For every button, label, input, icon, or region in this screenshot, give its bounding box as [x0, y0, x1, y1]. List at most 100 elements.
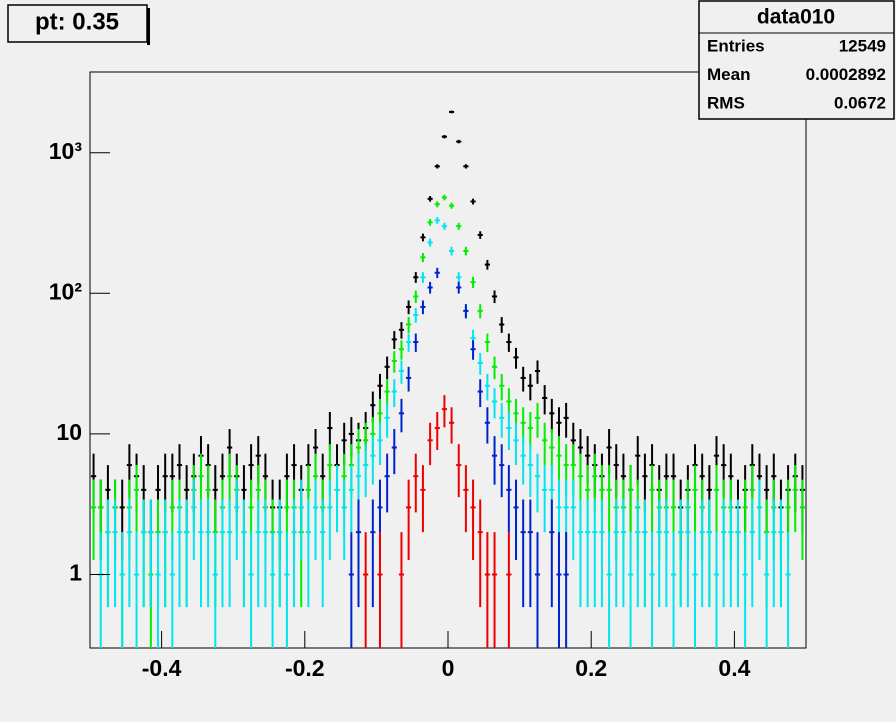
- error-bar: [749, 499, 755, 608]
- error-bar: [420, 272, 426, 283]
- error-bar: [506, 333, 512, 352]
- error-bar: [205, 499, 211, 608]
- error-bar: [721, 499, 727, 608]
- error-bar: [549, 499, 555, 608]
- error-bar: [520, 366, 526, 392]
- error-bar: [427, 218, 433, 226]
- x-tick-label: 0.2: [575, 655, 607, 681]
- error-bar: [398, 532, 405, 648]
- error-bar: [506, 532, 512, 648]
- error-bar: [542, 465, 548, 533]
- error-bar: [441, 194, 447, 201]
- error-bar: [363, 532, 369, 648]
- error-bar: [169, 532, 175, 648]
- error-bar: [506, 411, 512, 450]
- error-bar: [241, 499, 247, 608]
- error-bar: [499, 402, 505, 438]
- error-bar: [513, 347, 519, 369]
- error-bar: [491, 388, 498, 419]
- error-bar: [556, 532, 562, 648]
- error-bar: [470, 198, 476, 205]
- error-bar: [413, 333, 419, 352]
- error-bar: [735, 499, 741, 608]
- error-bar: [413, 308, 419, 323]
- error-bar: [491, 532, 498, 648]
- error-bar: [635, 499, 641, 608]
- error-bar: [534, 402, 541, 438]
- error-bar: [577, 499, 584, 608]
- error-bar: [441, 222, 447, 230]
- error-bar: [434, 217, 440, 224]
- error-bar: [785, 532, 791, 648]
- error-bar: [377, 422, 383, 466]
- error-bar: [377, 373, 383, 401]
- error-bar: [119, 532, 125, 648]
- error-bar: [133, 532, 140, 648]
- error-bar: [477, 304, 483, 319]
- error-bar: [262, 499, 268, 608]
- error-bar: [305, 499, 311, 608]
- stats-label: Entries: [707, 36, 765, 55]
- frame: [89, 71, 807, 649]
- error-bar: [406, 479, 412, 560]
- error-bar: [413, 272, 419, 283]
- error-bar: [449, 110, 455, 114]
- error-bar: [649, 465, 655, 533]
- error-bar: [527, 411, 533, 450]
- error-bar: [742, 532, 748, 648]
- stats-label: Mean: [707, 65, 750, 84]
- error-bar: [384, 453, 390, 513]
- title-shadow: [147, 8, 150, 45]
- error-bar: [176, 499, 183, 608]
- error-bar: [434, 267, 440, 279]
- error-bar: [398, 340, 405, 360]
- error-bar: [277, 499, 283, 608]
- error-bar: [427, 422, 433, 466]
- error-bar: [670, 532, 677, 648]
- error-bar: [420, 233, 426, 242]
- error-bar: [320, 499, 326, 608]
- error-bar: [534, 532, 541, 648]
- stats-box: [698, 0, 895, 120]
- error-bar: [234, 479, 240, 560]
- error-bar: [563, 402, 569, 438]
- error-bar: [312, 479, 319, 560]
- y-tick-label: 10²: [49, 278, 83, 304]
- error-bar: [463, 246, 469, 256]
- error-bar: [420, 300, 426, 315]
- error-bar: [599, 499, 605, 608]
- error-bar: [513, 422, 519, 466]
- error-bar: [391, 379, 397, 408]
- error-bar: [491, 290, 498, 304]
- error-bar: [406, 300, 412, 315]
- error-bar: [527, 444, 533, 498]
- stats-value: 0.0002892: [806, 65, 886, 84]
- stats-title: data010: [757, 6, 835, 29]
- error-bar: [692, 465, 698, 533]
- error-bar: [699, 499, 705, 608]
- error-bar: [713, 532, 720, 648]
- error-bar: [491, 356, 498, 380]
- error-bar: [484, 532, 490, 648]
- error-bar: [363, 444, 369, 498]
- error-bar: [441, 135, 447, 139]
- x-tick-label: -0.4: [142, 655, 182, 681]
- error-bar: [298, 479, 304, 560]
- error-bar: [406, 317, 412, 333]
- error-bar: [728, 499, 734, 608]
- error-bar: [91, 479, 97, 560]
- error-bar: [470, 276, 476, 289]
- error-bar: [778, 499, 784, 608]
- error-bar: [398, 398, 405, 433]
- x-tick-label: 0: [442, 655, 455, 681]
- error-bar: [341, 479, 347, 560]
- error-bar: [484, 259, 490, 270]
- error-bar: [284, 532, 290, 648]
- error-bar: [520, 499, 526, 608]
- error-bar: [456, 444, 462, 498]
- error-bar: [391, 429, 397, 475]
- error-bar: [713, 465, 720, 533]
- error-bar: [427, 238, 433, 247]
- error-bar: [427, 281, 433, 294]
- error-bar: [133, 465, 140, 533]
